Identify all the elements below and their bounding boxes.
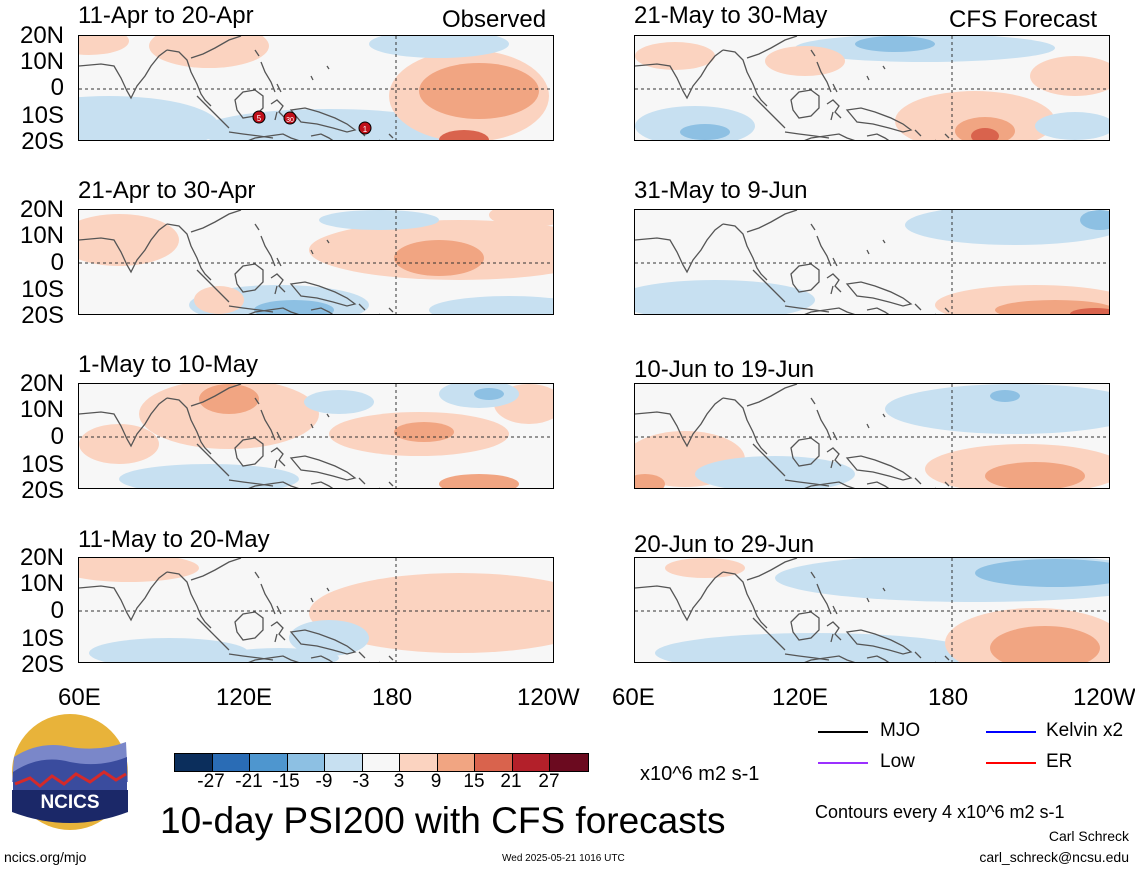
svg-text:NCICS: NCICS bbox=[40, 792, 99, 813]
panel-title-obs-4: 11-May to 20-May bbox=[78, 526, 270, 553]
lon-label-60e: 60E bbox=[58, 684, 101, 711]
main-title: 10-day PSI200 with CFS forecasts bbox=[160, 800, 726, 841]
lat-label-20n: 20N bbox=[19, 196, 64, 223]
legend-line-kelvin bbox=[986, 731, 1036, 733]
svg-text:1: 1 bbox=[363, 125, 368, 134]
legend-line-er bbox=[986, 762, 1036, 764]
lon-label-120e: 120E bbox=[216, 684, 273, 711]
lon-label-180: 180 bbox=[372, 684, 413, 711]
timestamp: Wed 2025-05-21 1016 UTC bbox=[502, 853, 625, 864]
legend-label-kelvin: Kelvin x2 bbox=[1046, 720, 1124, 741]
panel-title-fc-2: 31-May to 9-Jun bbox=[634, 177, 808, 204]
map-panel-fc-1 bbox=[634, 35, 1110, 141]
map-panel-obs-3 bbox=[78, 383, 554, 489]
legend-label-er: ER bbox=[1046, 751, 1073, 772]
colorbar-units: x10^6 m2 s-1 bbox=[640, 763, 760, 785]
legend-line-low bbox=[818, 762, 868, 764]
lat-label-10n: 10N bbox=[19, 222, 64, 249]
lat-label-eq: 0 bbox=[50, 74, 64, 101]
storm-marker: 5 bbox=[252, 110, 266, 124]
lat-label-20n: 20N bbox=[19, 22, 64, 49]
ncics-logo: NCICS bbox=[10, 712, 130, 832]
colorbar-swatch bbox=[550, 754, 588, 771]
colorbar-tick-label: -15 bbox=[272, 771, 300, 792]
lat-label-10s: 10S bbox=[21, 625, 64, 652]
lon-label-120w: 120W bbox=[517, 684, 580, 711]
lon-label-120w: 120W bbox=[1073, 684, 1135, 711]
colorbar-tick-label: 9 bbox=[430, 771, 442, 792]
colorbar-tick-label: -9 bbox=[315, 771, 333, 792]
colorbar-swatch bbox=[400, 754, 438, 771]
storm-marker: 1 bbox=[358, 121, 372, 135]
colorbar-swatch bbox=[362, 754, 400, 771]
panel-title-obs-2: 21-Apr to 30-Apr bbox=[78, 177, 256, 204]
panel-title-obs-1: 11-Apr to 20-Apr bbox=[78, 2, 254, 29]
colorbar-swatch bbox=[512, 754, 550, 771]
legend-label-mjo: MJO bbox=[880, 720, 921, 741]
panel-title-obs-3: 1-May to 10-May bbox=[78, 351, 259, 378]
colorbar-tick-label: 27 bbox=[538, 771, 560, 792]
lon-label-120e: 120E bbox=[772, 684, 829, 711]
author-email: carl_schreck@ncsu.edu bbox=[979, 849, 1129, 865]
colorbar-tick-label: -27 bbox=[197, 771, 225, 792]
panel-title-fc-1: 21-May to 30-May bbox=[634, 2, 828, 29]
colorbar-tick-label: 3 bbox=[393, 771, 405, 792]
colorbar-tick-label: -3 bbox=[352, 771, 370, 792]
lat-label-eq: 0 bbox=[50, 597, 64, 624]
legend-line-mjo bbox=[818, 731, 868, 733]
colorbar-tick-label: -21 bbox=[235, 771, 263, 792]
map-panel-fc-4 bbox=[634, 557, 1110, 663]
colorbar-swatch bbox=[325, 754, 363, 771]
map-panel-obs-1: 5 30 1 bbox=[78, 35, 554, 141]
lon-label-60e: 60E bbox=[612, 684, 655, 711]
lat-label-20s: 20S bbox=[21, 128, 64, 155]
colorbar-tick-label: 15 bbox=[463, 771, 485, 792]
lat-label-10s: 10S bbox=[21, 102, 64, 129]
legend-label-low: Low bbox=[880, 751, 915, 772]
lon-label-180: 180 bbox=[928, 684, 969, 711]
storm-marker: 30 bbox=[283, 111, 297, 125]
lat-label-20s: 20S bbox=[21, 477, 64, 504]
map-panel-obs-4 bbox=[78, 557, 554, 663]
lat-label-10n: 10N bbox=[19, 396, 64, 423]
colorbar bbox=[174, 753, 589, 772]
contours-note: Contours every 4 x10^6 m2 s-1 bbox=[815, 802, 1065, 822]
cfs-forecast-label: CFS Forecast bbox=[949, 6, 1098, 33]
observed-label: Observed bbox=[442, 6, 547, 33]
colorbar-swatch bbox=[175, 754, 213, 771]
colorbar-swatch bbox=[212, 754, 250, 771]
colorbar-swatch bbox=[475, 754, 513, 771]
lat-label-20n: 20N bbox=[19, 370, 64, 397]
map-panel-fc-2 bbox=[634, 209, 1110, 315]
lat-label-10n: 10N bbox=[19, 48, 64, 75]
website-link[interactable]: ncics.org/mjo bbox=[4, 849, 87, 865]
lat-label-10s: 10S bbox=[21, 451, 64, 478]
map-panel-fc-3 bbox=[634, 383, 1110, 489]
lat-label-10n: 10N bbox=[19, 570, 64, 597]
panel-title-fc-4: 20-Jun to 29-Jun bbox=[634, 531, 815, 558]
svg-text:5: 5 bbox=[257, 114, 262, 123]
lat-label-20s: 20S bbox=[21, 302, 64, 329]
lat-label-eq: 0 bbox=[50, 423, 64, 450]
lat-label-10s: 10S bbox=[21, 276, 64, 303]
author-name: Carl Schreck bbox=[1048, 828, 1129, 844]
lat-label-20s: 20S bbox=[21, 651, 64, 678]
colorbar-swatch bbox=[250, 754, 288, 771]
colorbar-swatch bbox=[437, 754, 475, 771]
map-panel-obs-2 bbox=[78, 209, 554, 315]
lat-label-eq: 0 bbox=[50, 249, 64, 276]
panel-title-fc-3: 10-Jun to 19-Jun bbox=[634, 356, 815, 383]
colorbar-tick-label: 21 bbox=[500, 771, 522, 792]
lat-label-20n: 20N bbox=[19, 544, 64, 571]
colorbar-swatch bbox=[287, 754, 325, 771]
svg-text:30: 30 bbox=[286, 117, 294, 124]
